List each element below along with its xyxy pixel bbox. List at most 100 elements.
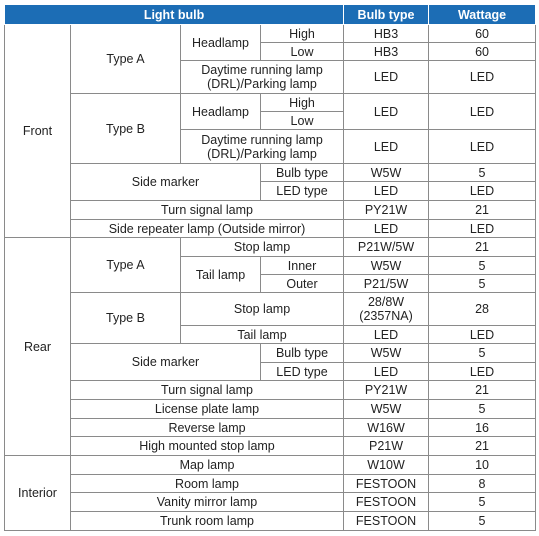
table-cell: W16W	[343, 418, 430, 437]
table-row: Trunk room lamp FESTOON 5	[5, 511, 537, 531]
table-cell: 21	[428, 200, 537, 220]
table-cell: High mounted stop lamp	[69, 436, 345, 456]
table-row: Outer P21/5W 5	[5, 274, 537, 293]
table-cell: LED	[428, 325, 537, 344]
table-cell: Type B	[70, 292, 181, 344]
table-cell: High	[259, 93, 345, 112]
table-row: Vanity mirror lamp FESTOON 5	[5, 492, 537, 512]
bulb-table: Light bulb Bulb type Wattage Front Type A…	[3, 4, 537, 531]
table-cell: 60	[428, 24, 537, 43]
table-cell: License plate lamp	[69, 399, 345, 419]
table-row: Room lamp FESTOON 8	[5, 474, 537, 493]
table-cell: Daytime running lamp (DRL)/Parking lamp	[179, 60, 345, 94]
table-cell: Daytime running lamp (DRL)/Parking lamp	[179, 129, 345, 164]
table-row: Side repeater lamp (Outside mirror) LED LE…	[5, 219, 537, 238]
table-row: Type B Headlamp High LED LED	[5, 93, 537, 164]
table-cell: LED	[343, 325, 430, 344]
table-cell: 5	[428, 163, 537, 182]
table-cell: Rear	[4, 237, 71, 456]
table-cell: 28	[428, 292, 537, 326]
table-cell: Headlamp	[180, 24, 261, 61]
table-cell: Low	[259, 111, 345, 130]
cell-line: Daytime running lamp	[201, 63, 323, 77]
table-cell: Side marker	[70, 343, 261, 381]
cell-line: Daytime running lamp	[201, 132, 323, 147]
table-cell: Inner	[259, 256, 345, 275]
table-cell: Reverse lamp	[69, 418, 345, 437]
table-row: Interior Map lamp W10W 10	[4, 455, 537, 531]
table-cell: Stop lamp	[179, 237, 345, 257]
table-cell: LED type	[259, 181, 345, 201]
table-cell: W5W	[343, 163, 430, 182]
table-cell: LED	[428, 129, 537, 164]
table-cell: HB3	[343, 42, 430, 61]
table-cell: LED	[343, 93, 430, 130]
table-cell: 16	[428, 418, 537, 437]
table-cell: LED	[343, 219, 430, 238]
table-cell: LED	[343, 60, 430, 94]
cell-line: (DRL)/Parking lamp	[207, 77, 317, 91]
table-cell: LED	[428, 219, 537, 238]
table-cell: 21	[428, 380, 537, 400]
table-cell: FESTOON	[343, 474, 430, 493]
table-cell: LED type	[259, 362, 345, 381]
table-cell: LED	[428, 181, 537, 201]
table-cell: 28/8W (2357NA)	[343, 292, 430, 326]
table-row: Side marker Bulb type W5W 5	[5, 343, 537, 381]
table-row: Reverse lamp W16W 16	[5, 418, 537, 437]
table-cell: Turn signal lamp	[69, 200, 345, 220]
table-cell: Turn signal lamp	[69, 380, 345, 400]
table-row: LED type LED LED	[5, 362, 537, 381]
table-cell: Outer	[259, 274, 345, 293]
table-row: Type B Stop lamp 28/8W (2357NA) 28	[5, 292, 537, 344]
table-cell: Tail lamp	[179, 325, 345, 344]
table-row: Low	[5, 111, 536, 130]
header-cell: Light bulb	[3, 4, 345, 25]
table-cell: High	[259, 24, 345, 43]
table-cell: 5	[428, 511, 537, 531]
table-row: Front Type A Headlamp High HB3 60	[4, 24, 537, 238]
table-row: Rear Type A Stop lamp P21W/5W 21	[4, 237, 537, 456]
table-cell: W5W	[343, 256, 430, 275]
table-cell: 10	[428, 455, 537, 475]
table-cell: FESTOON	[343, 511, 430, 531]
header-cell: Bulb type	[343, 4, 430, 25]
table-cell: Side marker	[70, 163, 261, 201]
table-cell: Front	[4, 24, 71, 238]
table-cell: Bulb type	[259, 163, 345, 182]
table-cell: 5	[428, 343, 537, 363]
table-cell: Trunk room lamp	[69, 511, 345, 531]
table-cell: LED	[428, 93, 537, 130]
table-cell: P21W/5W	[343, 237, 430, 257]
table-body: Front Type A Headlamp High HB3 60 Low HB3 60 Dayt…	[4, 24, 537, 531]
table-cell: 5	[428, 492, 537, 512]
table-row: High mounted stop lamp P21W 21	[5, 436, 537, 456]
table-cell: Headlamp	[180, 93, 261, 130]
table-row: Daytime running lamp (DRL)/Parking lamp LE…	[5, 60, 537, 94]
table-row: License plate lamp W5W 5	[5, 399, 537, 419]
table-cell: Map lamp	[69, 455, 345, 475]
table-row: Turn signal lamp PY21W 21	[5, 200, 537, 220]
header-cell: Wattage	[428, 4, 537, 25]
table-cell: Side repeater lamp (Outside mirror)	[69, 219, 345, 238]
cell-line: 28/8W	[367, 295, 405, 309]
table-cell: Type B	[70, 93, 181, 164]
table-cell: Room lamp	[69, 474, 345, 493]
table-cell: Stop lamp	[179, 292, 345, 326]
table-cell: LED	[428, 362, 537, 381]
table-row: Turn signal lamp PY21W 21	[5, 380, 537, 400]
table-cell: Type A	[70, 237, 181, 293]
table-cell: W5W	[343, 343, 430, 363]
cell-line: (DRL)/Parking lamp	[207, 146, 317, 161]
cell-line: (2357NA)	[359, 309, 413, 323]
table-cell: Type A	[70, 24, 181, 94]
table-cell: 60	[428, 42, 537, 61]
table-row: Side marker Bulb type W5W 5	[5, 163, 537, 201]
table-cell: Interior	[4, 455, 71, 531]
table-cell: P21/5W	[343, 274, 430, 293]
table-cell: 8	[428, 474, 537, 493]
table-cell: HB3	[343, 24, 430, 43]
table-cell: P21W	[343, 436, 430, 456]
table-cell: FESTOON	[343, 492, 430, 512]
